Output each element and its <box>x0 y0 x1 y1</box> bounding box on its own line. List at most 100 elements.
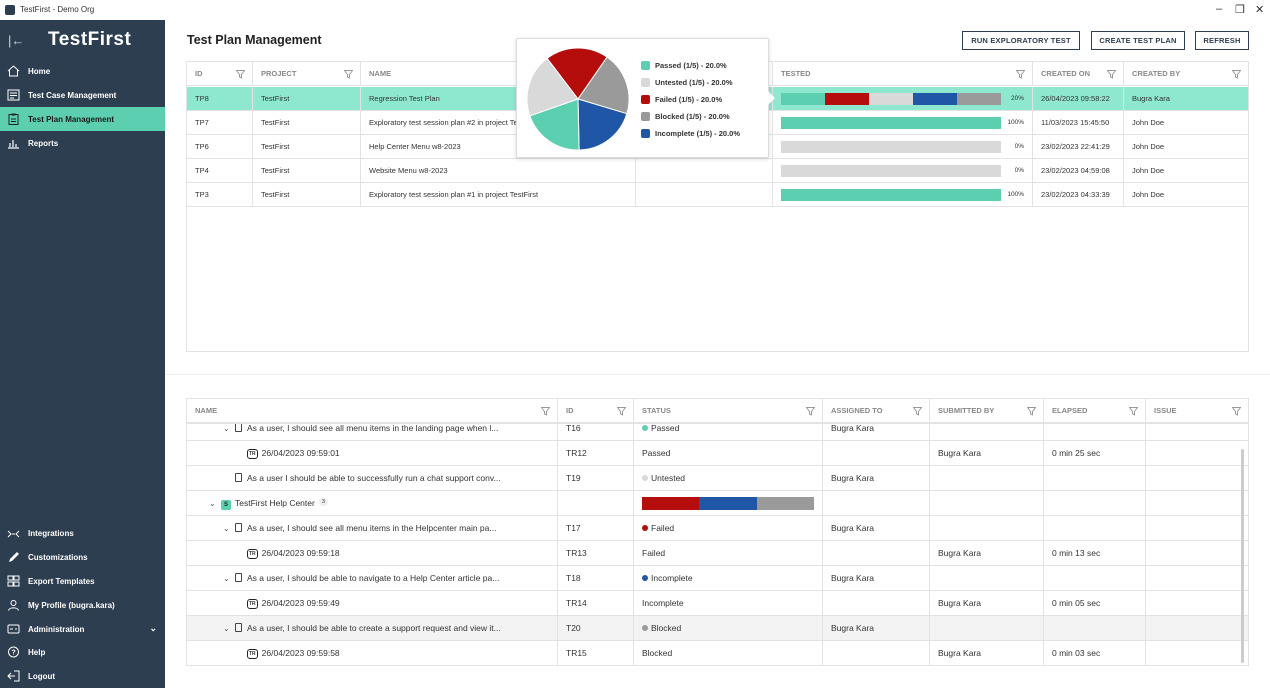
scrollbar-thumb[interactable] <box>1241 449 1244 663</box>
test-plan-row[interactable]: TP7 TestFirst Exploratory test session p… <box>187 111 1248 135</box>
cell-issue <box>1146 441 1248 466</box>
chevron-down-icon[interactable]: ⌄ <box>149 623 157 633</box>
legend-label: Untested (1/5) - 20.0% <box>655 78 733 87</box>
sidebar-item-export-templates[interactable]: Export Templates <box>0 569 165 593</box>
restore-icon[interactable]: ❐ <box>1235 4 1245 16</box>
test-case-row[interactable]: ⌄ As a user, I should see all menu items … <box>187 516 1248 541</box>
chevron-down-icon[interactable]: ⌄ <box>209 499 216 508</box>
sidebar-item-home[interactable]: Home <box>0 59 165 83</box>
close-icon[interactable]: ✕ <box>1255 4 1265 16</box>
test-plan-row[interactable]: TP4 TestFirst Website Menu w8-2023 0% 23… <box>187 159 1248 183</box>
cell-tested[interactable]: 0% <box>773 159 1033 183</box>
test-case-row[interactable]: ⌄ As a user, I should be able to create a… <box>187 616 1248 641</box>
cell-assigned <box>823 491 930 516</box>
filter-icon[interactable] <box>1129 407 1138 416</box>
sidebar-item-label: Reports <box>28 139 59 148</box>
suite-progress-bar[interactable] <box>642 497 814 510</box>
chevron-down-icon[interactable]: ⌄ <box>223 524 230 533</box>
filter-icon[interactable] <box>236 70 245 79</box>
cell-tested[interactable]: 20% <box>773 87 1033 111</box>
cell-issue <box>1146 616 1248 641</box>
refresh-button[interactable]: REFRESH <box>1195 31 1249 50</box>
test-suite-row[interactable]: ⌄ S TestFirst Help Center 3 <box>187 491 1248 516</box>
cell-tested[interactable]: 0% <box>773 135 1033 159</box>
sidebar-item-customizations[interactable]: Customizations <box>0 545 165 569</box>
progress-percent: 20% <box>1010 95 1024 102</box>
filter-icon[interactable] <box>1107 70 1116 79</box>
sidebar-item-integrations[interactable]: Integrations <box>0 521 165 545</box>
filter-icon[interactable] <box>806 407 815 416</box>
test-run-badge-icon: TR <box>247 449 258 459</box>
cell-tested[interactable]: 100% <box>773 111 1033 135</box>
filter-icon[interactable] <box>617 407 626 416</box>
cell-status: Untested <box>634 466 823 491</box>
progress-bar[interactable] <box>781 93 1001 105</box>
test-plan-row[interactable]: TP6 TestFirst Help Center Menu w8-2023 0… <box>187 135 1248 159</box>
progress-percent: 0% <box>1014 167 1024 174</box>
progress-bar[interactable] <box>781 117 1001 129</box>
column-header-id[interactable]: ID <box>187 62 253 86</box>
column-header-assigned-to[interactable]: ASSIGNED TO <box>823 399 930 423</box>
progress-bar[interactable] <box>781 141 1001 153</box>
column-header-name[interactable]: NAME <box>187 399 558 423</box>
filter-icon[interactable] <box>1232 407 1241 416</box>
filter-icon[interactable] <box>344 70 353 79</box>
minimize-icon[interactable]: – <box>1216 3 1223 15</box>
cell-status <box>634 491 823 516</box>
test-case-row[interactable]: ⌄ As a user, I should see all menu items … <box>187 416 1248 441</box>
test-run-row[interactable]: TR 26/04/2023 09:59:58 TR15 Blocked Bugra… <box>187 641 1248 665</box>
column-header-id[interactable]: ID <box>558 399 634 423</box>
sidebar-item-help[interactable]: ? Help <box>0 640 165 664</box>
column-header-label: NAME <box>195 406 218 415</box>
chevron-down-icon[interactable]: ⌄ <box>223 624 230 633</box>
column-header-submitted-by[interactable]: SUBMITTED BY <box>930 399 1044 423</box>
progress-bar[interactable] <box>781 165 1001 177</box>
admin-icon <box>7 624 20 634</box>
sidebar-item-logout[interactable]: Logout <box>0 664 165 688</box>
sidebar-item-test-case-management[interactable]: Test Case Management <box>0 83 165 107</box>
sidebar-item-test-plan-management[interactable]: Test Plan Management <box>0 107 165 131</box>
sidebar-item-reports[interactable]: Reports <box>0 131 165 155</box>
sidebar-item-administration[interactable]: Administration ⌄ <box>0 617 165 641</box>
create-test-plan-button[interactable]: CREATE TEST PLAN <box>1091 31 1185 50</box>
cell-name: TR 26/04/2023 09:59:18 <box>187 541 558 566</box>
progress-bar[interactable] <box>781 189 1001 201</box>
column-header-label: STATUS <box>642 406 671 415</box>
test-plan-row[interactable]: TP3 TestFirst Exploratory test session p… <box>187 183 1248 207</box>
column-header-issue[interactable]: ISSUE <box>1146 399 1248 423</box>
legend-label: Blocked (1/5) - 20.0% <box>655 112 730 121</box>
column-header-label: PROJECT <box>261 69 297 78</box>
filter-icon[interactable] <box>1027 407 1036 416</box>
column-header-label: ID <box>566 406 574 415</box>
cell-tested[interactable]: 100% <box>773 183 1033 207</box>
chevron-down-icon[interactable]: ⌄ <box>223 424 230 433</box>
column-header-blank[interactable] <box>636 62 773 86</box>
filter-icon[interactable] <box>1232 70 1241 79</box>
column-header-elapsed[interactable]: ELAPSED <box>1044 399 1146 423</box>
legend-label: Passed (1/5) - 20.0% <box>655 61 727 70</box>
test-case-row[interactable]: As a user I should be able to successful… <box>187 466 1248 491</box>
sidebar-item-label: Test Case Management <box>28 91 117 100</box>
cell-elapsed <box>1044 491 1146 516</box>
run-exploratory-test-button[interactable]: RUN EXPLORATORY TEST <box>962 31 1080 50</box>
cell-created-by: John Doe <box>1132 118 1165 127</box>
column-header-created-by[interactable]: CREATED BY <box>1124 62 1248 86</box>
column-header-tested[interactable]: TESTED <box>773 62 1033 86</box>
chevron-down-icon[interactable]: ⌄ <box>223 574 230 583</box>
test-run-row[interactable]: TR 26/04/2023 09:59:18 TR13 Failed Bugra … <box>187 541 1248 566</box>
filter-icon[interactable] <box>541 407 550 416</box>
test-run-row[interactable]: TR 26/04/2023 09:59:49 TR14 Incomplete Bu… <box>187 591 1248 616</box>
cell-issue <box>1146 641 1248 665</box>
test-run-row[interactable]: TR 26/04/2023 09:59:01 TR12 Passed Bugra … <box>187 441 1248 466</box>
column-header-status[interactable]: STATUS <box>634 399 823 423</box>
filter-icon[interactable] <box>913 407 922 416</box>
collapse-sidebar-icon[interactable]: |← <box>8 33 25 48</box>
sidebar-item-my-profile[interactable]: My Profile (bugra.kara) <box>0 593 165 617</box>
test-case-title: As a user, I should be able to create a … <box>247 623 501 633</box>
test-case-row[interactable]: ⌄ As a user, I should be able to navigate… <box>187 566 1248 591</box>
filter-icon[interactable] <box>1016 70 1025 79</box>
column-header-created-on[interactable]: CREATED ON <box>1033 62 1124 86</box>
cell-project: TestFirst <box>253 183 361 207</box>
pane-divider[interactable] <box>165 374 1270 375</box>
column-header-project[interactable]: PROJECT <box>253 62 361 86</box>
